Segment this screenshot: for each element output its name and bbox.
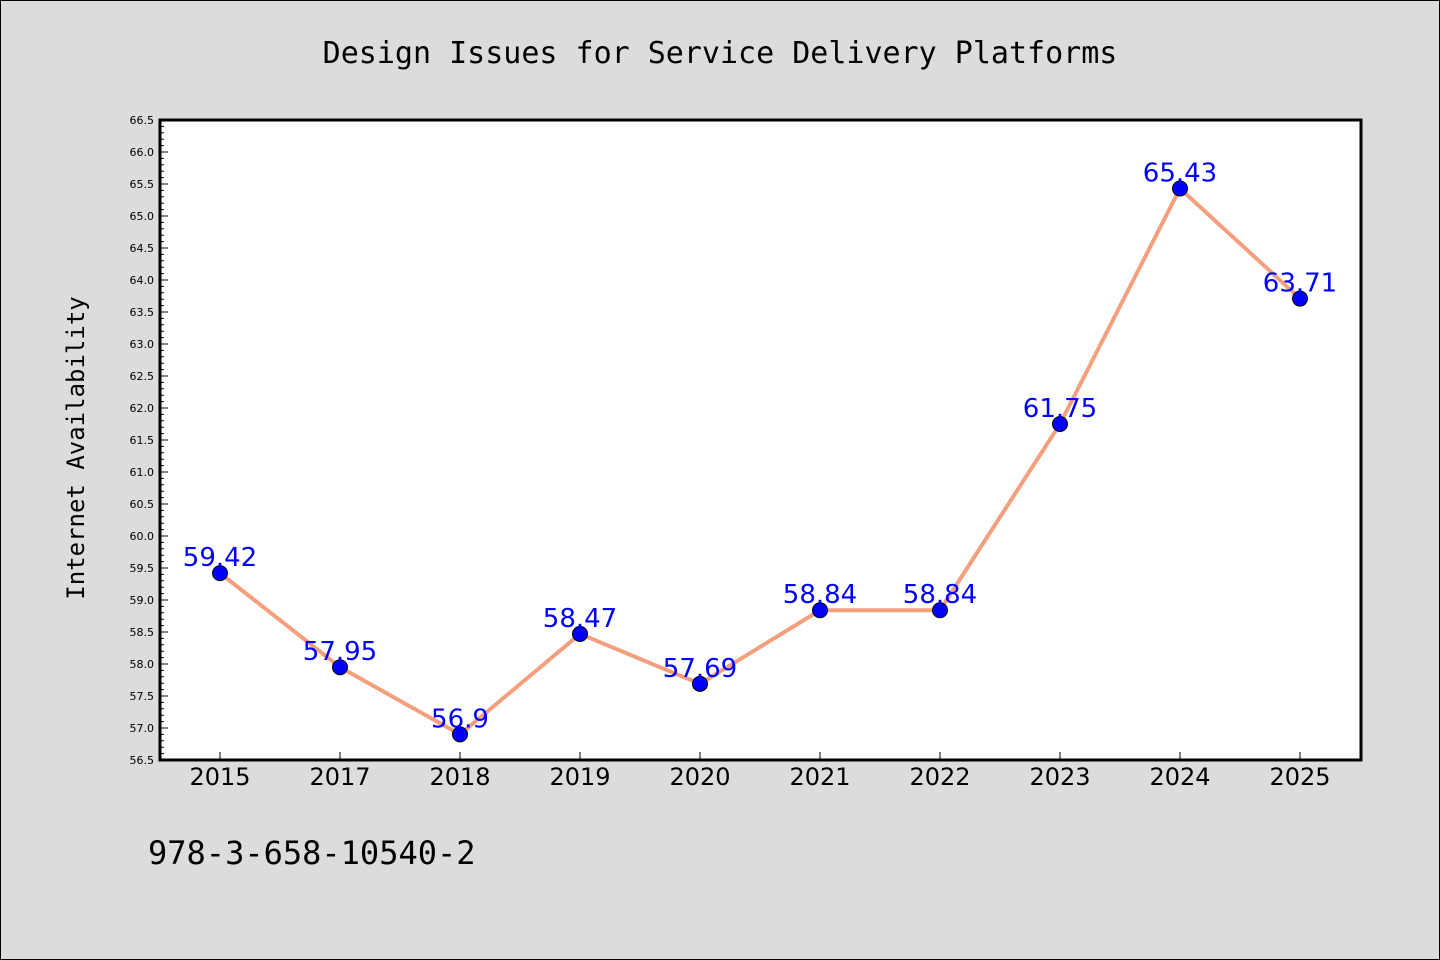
- y-tick-label: 64.0: [130, 274, 155, 287]
- data-label: 65.43: [1143, 158, 1217, 188]
- y-tick-label: 61.0: [130, 466, 155, 479]
- data-label: 63.71: [1263, 269, 1337, 299]
- data-point: [332, 659, 348, 676]
- data-point: [812, 602, 828, 619]
- y-tick-label: 66.5: [130, 114, 155, 127]
- data-point: [1052, 416, 1068, 432]
- y-axis-ticks: 56.5 57.0 57.5 58.0 58.5 59.0 59.5 60.0 60.5 61.0…: [130, 114, 168, 767]
- y-tick-label: 63.0: [130, 338, 155, 351]
- y-axis-label: Internet Availability: [62, 296, 90, 599]
- data-point: [452, 726, 468, 743]
- data-label: 56.9: [431, 704, 489, 734]
- x-axis-ticks: 2015 2017 2018 2019 2020 2021 2022 2023 2024 2025: [189, 752, 1331, 791]
- y-tick-label: 58.0: [130, 658, 155, 671]
- y-tick-label: 57.0: [130, 722, 155, 735]
- x-tick-label: 2015: [189, 763, 250, 791]
- chart-title: Design Issues for Service Delivery Platf…: [323, 36, 1118, 71]
- y-tick-label: 58.5: [130, 626, 155, 639]
- data-label: 58.47: [543, 604, 617, 634]
- y-tick-label: 60.0: [130, 530, 155, 543]
- data-point: [572, 625, 588, 642]
- y-tick-label: 62.0: [130, 402, 155, 415]
- x-tick-label: 2019: [549, 763, 610, 791]
- x-tick-label: 2021: [789, 763, 850, 791]
- data-label: 59.42: [183, 543, 257, 573]
- data-labels: 59.42 57.95 56.9 58.47 57.69 58.84 58.84 61.75 6…: [183, 158, 1337, 734]
- y-tick-label: 65.0: [130, 210, 155, 223]
- data-point: [692, 675, 708, 692]
- x-tick-label: 2017: [309, 763, 370, 791]
- y-tick-label: 63.5: [130, 306, 155, 319]
- data-label: 58.84: [783, 580, 857, 610]
- x-tick-label: 2022: [909, 763, 970, 791]
- data-label: 61.75: [1023, 394, 1097, 424]
- x-tick-label: 2025: [1269, 763, 1330, 791]
- data-point: [1172, 180, 1188, 197]
- data-point: [932, 602, 948, 619]
- x-tick-label: 2023: [1029, 763, 1090, 791]
- y-tick-label: 56.5: [130, 754, 155, 767]
- y-tick-label: 60.5: [130, 498, 155, 511]
- data-label: 57.69: [663, 654, 737, 684]
- x-tick-label: 2024: [1149, 763, 1210, 791]
- y-tick-label: 57.5: [130, 690, 155, 703]
- y-tick-label: 61.5: [130, 434, 155, 447]
- data-label: 58.84: [903, 580, 977, 610]
- y-tick-label: 66.0: [130, 146, 155, 159]
- x-tick-label: 2020: [669, 763, 730, 791]
- y-tick-label: 59.0: [130, 594, 155, 607]
- y-tick-label: 62.5: [130, 370, 155, 383]
- isbn-text: 978-3-658-10540-2: [148, 834, 476, 872]
- y-tick-label: 65.5: [130, 178, 155, 191]
- data-point: [1292, 290, 1308, 307]
- x-tick-label: 2018: [429, 763, 490, 791]
- data-point: [212, 565, 228, 582]
- series-line: [218, 186, 1302, 737]
- y-tick-label: 59.5: [130, 562, 155, 575]
- series-markers: [212, 180, 1308, 743]
- data-label: 57.95: [303, 637, 377, 667]
- y-tick-label: 64.5: [130, 242, 155, 255]
